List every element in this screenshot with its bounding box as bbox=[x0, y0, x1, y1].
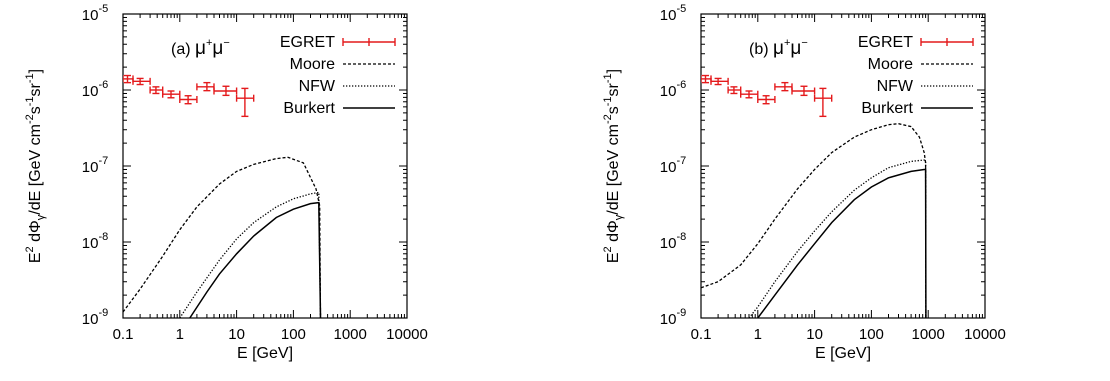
legend-label: Burkert bbox=[861, 100, 913, 117]
x-tick-label: 10 bbox=[228, 326, 245, 343]
data-point-egret bbox=[235, 87, 255, 118]
y-tick-label: 10-7 bbox=[660, 155, 686, 176]
chart-panel-2: 0.1 1 10 100 1000 10000 10-9 10-8 10-7 10-6 10-5 E … bbox=[602, 3, 1006, 362]
data-point-egret bbox=[740, 90, 759, 99]
x-tick-label: 1000 bbox=[334, 326, 367, 343]
series-line-moore bbox=[123, 156, 322, 318]
legend: EGRET Moore NFW Burkert bbox=[280, 34, 396, 117]
plot-area bbox=[123, 74, 322, 318]
data-point-egret bbox=[213, 85, 238, 97]
y-tick-label: 10-9 bbox=[660, 307, 686, 328]
x-tick-label: 1 bbox=[754, 326, 762, 343]
x-tick-label: 1000 bbox=[912, 326, 945, 343]
x-axis-label: E [GeV] bbox=[815, 345, 871, 362]
x-axis-label: E [GeV] bbox=[237, 345, 293, 362]
series-line-burkert bbox=[189, 201, 322, 318]
plot-frame bbox=[122, 13, 408, 319]
legend-label: NFW bbox=[877, 78, 914, 95]
data-point-egret bbox=[774, 81, 793, 92]
plot-area bbox=[701, 74, 927, 318]
y-tick-label: 10-7 bbox=[82, 155, 108, 176]
x-tick-label: 10000 bbox=[964, 326, 1006, 343]
data-point-egret bbox=[196, 81, 215, 92]
series-line-burkert bbox=[757, 168, 927, 318]
y-tick-label: 10-5 bbox=[660, 3, 686, 24]
x-tick-label: 100 bbox=[859, 326, 884, 343]
data-point-egret bbox=[123, 74, 134, 84]
y-tick-label: 10-8 bbox=[82, 231, 108, 252]
data-point-egret bbox=[727, 86, 742, 95]
legend-label: EGRET bbox=[858, 34, 913, 51]
legend-item-nfw: NFW bbox=[877, 78, 973, 95]
legend-item-egret: EGRET bbox=[280, 34, 396, 51]
data-point-egret bbox=[791, 85, 816, 97]
x-tick-label: 0.1 bbox=[113, 326, 134, 343]
y-tick-label: 10-5 bbox=[82, 3, 108, 24]
legend-label: NFW bbox=[299, 78, 336, 95]
legend-label: Moore bbox=[290, 56, 335, 73]
data-point-egret bbox=[132, 77, 151, 86]
legend-item-burkert: Burkert bbox=[861, 100, 973, 117]
x-tick-label: 100 bbox=[281, 326, 306, 343]
series-egret bbox=[123, 74, 255, 118]
series-egret bbox=[701, 74, 833, 118]
series-line-nfw bbox=[748, 159, 927, 318]
x-tick-label: 1 bbox=[176, 326, 184, 343]
data-point-egret bbox=[149, 86, 164, 95]
data-point-egret bbox=[813, 87, 833, 118]
legend-item-egret: EGRET bbox=[858, 34, 974, 51]
x-tick-label: 10000 bbox=[386, 326, 428, 343]
legend-label: EGRET bbox=[280, 34, 335, 51]
panel-annotation: (b) μ+μ− bbox=[749, 37, 808, 59]
legend-swatch bbox=[920, 38, 974, 46]
plot-frame bbox=[700, 13, 986, 319]
chart-panel-1: 0.1 1 10 100 1000 10000 10-9 10-8 10-7 10-6 10-5 E … bbox=[24, 3, 428, 362]
y-tick-label: 10-6 bbox=[660, 79, 686, 100]
series-line-moore bbox=[701, 123, 927, 318]
legend: EGRET Moore NFW Burkert bbox=[858, 34, 974, 117]
data-point-egret bbox=[162, 90, 181, 99]
legend-item-burkert: Burkert bbox=[283, 100, 395, 117]
y-tick-label: 10-8 bbox=[660, 231, 686, 252]
data-point-egret bbox=[757, 95, 776, 105]
y-axis-label: E2 dΦγ/dE [GeV cm-2s-1sr-1] bbox=[24, 69, 47, 263]
legend-label: Burkert bbox=[283, 100, 335, 117]
legend-item-moore: Moore bbox=[290, 56, 395, 73]
data-point-egret bbox=[179, 95, 198, 105]
legend-label: Moore bbox=[868, 56, 913, 73]
x-tick-label: 10 bbox=[806, 326, 823, 343]
legend-item-nfw: NFW bbox=[299, 78, 395, 95]
x-tick-label: 0.1 bbox=[691, 326, 712, 343]
panel-annotation: (a) μ+μ− bbox=[171, 37, 230, 59]
y-axis-label: E2 dΦγ/dE [GeV cm-2s-1sr-1] bbox=[602, 69, 625, 263]
y-tick-label: 10-6 bbox=[82, 79, 108, 100]
data-point-egret bbox=[701, 74, 712, 84]
data-point-egret bbox=[710, 77, 729, 86]
legend-swatch bbox=[342, 38, 396, 46]
y-tick-label: 10-9 bbox=[82, 307, 108, 328]
series-line-nfw bbox=[179, 191, 322, 318]
legend-item-moore: Moore bbox=[868, 56, 973, 73]
